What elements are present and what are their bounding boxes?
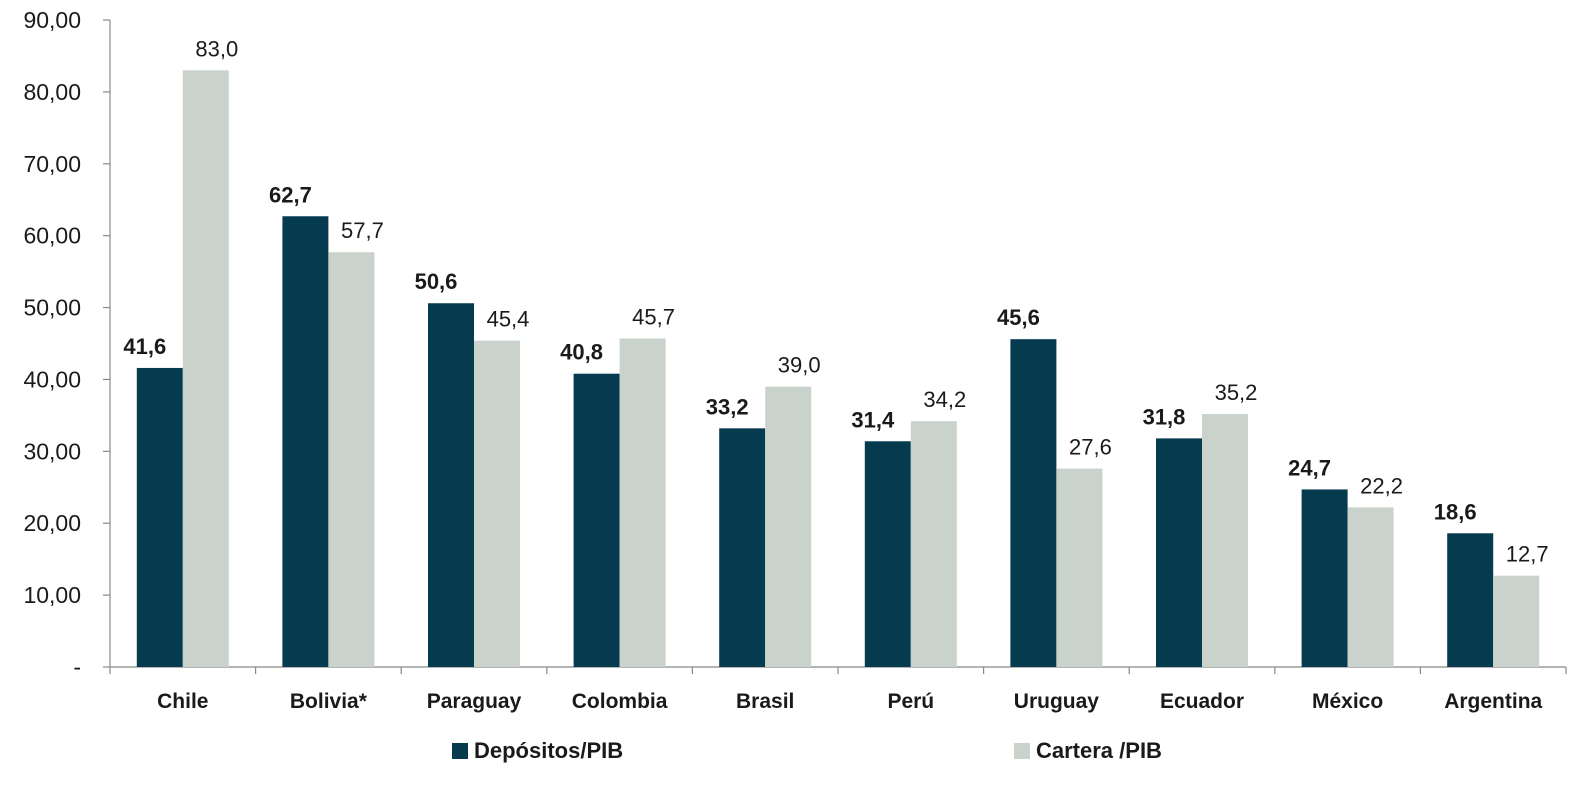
data-label-cartera: 34,2	[923, 387, 966, 412]
legend-swatch-cartera	[1014, 743, 1030, 759]
bar-cartera	[619, 338, 666, 667]
y-tick-label: 80,00	[23, 79, 81, 105]
y-tick-label: 10,00	[23, 582, 81, 608]
data-label-depositos: 33,2	[706, 394, 749, 419]
bar-cartera	[1202, 413, 1248, 667]
legend-item-cartera: Cartera /PIB	[1014, 738, 1162, 764]
data-label-cartera: 83,0	[195, 36, 238, 61]
bar-cartera	[1056, 468, 1103, 667]
bar-cartera	[910, 421, 957, 667]
bar-cartera	[1493, 575, 1540, 667]
y-tick-label: 20,00	[23, 510, 81, 536]
bar-depositos	[1156, 438, 1202, 667]
x-tick-label: Argentina	[1444, 690, 1542, 713]
data-label-cartera: 27,6	[1069, 435, 1112, 460]
x-tick-label: Brasil	[736, 690, 794, 713]
data-label-cartera: 45,4	[487, 307, 530, 332]
data-label-cartera: 35,2	[1215, 380, 1258, 405]
data-label-depositos: 18,6	[1434, 499, 1477, 524]
legend-swatch-depositos	[452, 743, 468, 759]
data-label-depositos: 41,6	[123, 334, 166, 359]
y-tick-label: 60,00	[23, 223, 81, 249]
bar-cartera	[182, 70, 229, 668]
data-labels: 41,6 83,0 62,7 57,7 50,6 45,4 40,8 45,7 33,2 39,0…	[123, 36, 1548, 566]
data-label-cartera: 39,0	[778, 353, 821, 378]
bar-depositos	[136, 367, 183, 667]
data-label-depositos: 24,7	[1288, 455, 1331, 480]
data-label-cartera: 45,7	[632, 304, 675, 329]
data-label-cartera: 12,7	[1506, 542, 1549, 567]
data-label-depositos: 62,7	[269, 182, 312, 207]
bar-depositos	[1447, 533, 1494, 667]
y-axis: - 10,00 20,00 30,00 40,00 50,00 60,00 70,00 80,0…	[23, 7, 111, 680]
bar-depositos	[719, 428, 766, 667]
bar-depositos	[428, 303, 474, 667]
x-axis: Chile Bolivia* Paraguay Colombia Brasil Perú U…	[109, 666, 1567, 713]
bar-depositos	[282, 216, 329, 668]
data-label-depositos: 31,4	[851, 407, 895, 432]
x-tick-label: Bolivia*	[290, 690, 368, 713]
bar-depositos	[573, 373, 620, 667]
bar-depositos	[864, 441, 911, 667]
x-tick-label: Paraguay	[427, 690, 522, 713]
y-tick-label: 90,00	[23, 7, 81, 33]
bar-depositos	[1301, 489, 1348, 667]
legend-label-depositos: Depósitos/PIB	[474, 738, 624, 763]
y-tick-label: 50,00	[23, 295, 81, 321]
legend-label-cartera: Cartera /PIB	[1036, 738, 1162, 763]
data-label-cartera: 57,7	[341, 218, 384, 243]
bars	[136, 70, 1540, 668]
data-label-depositos: 50,6	[415, 269, 458, 294]
data-label-depositos: 31,8	[1143, 404, 1186, 429]
data-label-depositos: 45,6	[997, 305, 1040, 330]
bar-cartera	[765, 386, 812, 667]
x-tick-label: Perú	[887, 690, 934, 713]
bar-cartera	[1347, 507, 1394, 667]
bar-depositos	[1010, 339, 1057, 667]
x-tick-label: Chile	[157, 690, 208, 713]
x-tick-label: Ecuador	[1160, 690, 1244, 713]
legend-item-depositos: Depósitos/PIB	[452, 738, 623, 764]
y-tick-label: 40,00	[23, 366, 81, 392]
y-tick-label: -	[73, 654, 81, 680]
data-label-cartera: 22,2	[1360, 473, 1403, 498]
bar-cartera	[328, 252, 375, 667]
x-tick-label: Uruguay	[1014, 690, 1100, 713]
x-tick-label: México	[1312, 690, 1383, 713]
data-label-depositos: 40,8	[560, 340, 603, 365]
bar-cartera	[474, 340, 520, 667]
x-tick-label: Colombia	[572, 690, 668, 713]
y-tick-label: 70,00	[23, 151, 81, 177]
y-tick-label: 30,00	[23, 438, 81, 464]
